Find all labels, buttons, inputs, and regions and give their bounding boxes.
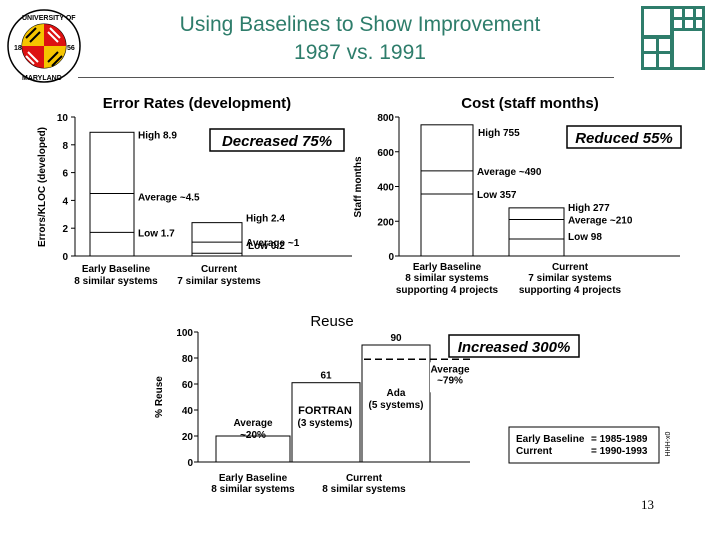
bar-value-label: 90	[390, 333, 402, 344]
bar-name-label: FORTRAN	[298, 405, 352, 417]
bar-sub-label: (3 systems)	[297, 418, 352, 429]
range-bar-1	[508, 207, 565, 257]
category-sub-label: supporting 4 projects	[396, 285, 499, 296]
category-label: Current	[552, 262, 589, 273]
svg-text:UNIVERSITY OF: UNIVERSITY OF	[22, 15, 76, 22]
category-label: Current	[346, 473, 383, 484]
chart-title: Cost (staff months)	[461, 95, 599, 112]
y-tick-label: 200	[377, 217, 394, 228]
low-label: Low 357	[477, 190, 517, 201]
bar-sub-label: (5 systems)	[368, 400, 423, 411]
current-bar-fortran	[291, 382, 361, 463]
average-label: Average ~490	[477, 167, 542, 178]
range-bar-1	[191, 222, 243, 257]
y-tick-label: 0	[62, 252, 68, 263]
average-label: Average ~4.5	[138, 192, 200, 203]
category-sub-label: 8 similar systems	[405, 273, 489, 284]
high-label: High 277	[568, 203, 610, 214]
average-label: Average	[233, 418, 273, 429]
chart-title: Reuse	[310, 313, 353, 330]
svg-text:18: 18	[14, 45, 22, 52]
legend-label: Current	[516, 446, 553, 457]
legend-value: = 1985-1989	[591, 434, 648, 445]
y-tick-label: 800	[377, 113, 394, 124]
average-label-bg	[430, 362, 472, 393]
annotation-box	[209, 128, 345, 152]
slide-title-line1: Using Baselines to Show Improvement	[179, 13, 541, 36]
y-tick-label: 10	[57, 113, 69, 124]
category-label: Early Baseline	[82, 264, 151, 275]
annotation-box	[566, 125, 682, 149]
annotation-text: Increased 300%	[458, 339, 571, 356]
y-tick-label: 20	[182, 432, 194, 443]
current-bar-ada	[361, 344, 431, 463]
legend-value: = 1990-1993	[591, 446, 648, 457]
high-label: High 755	[478, 128, 520, 139]
maryland-flag-emblem	[22, 24, 66, 68]
y-tick-label: 6	[62, 169, 68, 180]
low-label: Low 0.2	[248, 241, 285, 252]
category-label: Current	[201, 264, 238, 275]
category-sub-label: 7 similar systems	[528, 273, 612, 284]
early-baseline-bar	[215, 435, 291, 463]
y-tick-label: 2	[62, 224, 68, 235]
average-label: Average ~1	[246, 238, 300, 249]
high-label: High 8.9	[138, 130, 177, 141]
y-axis-label: Errors/KLOC (developed)	[37, 127, 48, 247]
y-tick-label: 600	[377, 148, 394, 159]
y-tick-label: 8	[62, 141, 68, 152]
high-label: High 2.4	[246, 214, 285, 225]
category-sub-label: 7 similar systems	[177, 276, 261, 287]
y-tick-label: 0	[187, 458, 193, 469]
bar-value-label: 61	[320, 371, 332, 382]
chart-title: Error Rates (development)	[103, 95, 291, 112]
category-label: Early Baseline	[219, 473, 288, 484]
legend-box	[508, 426, 660, 464]
average-label: Average	[430, 364, 470, 375]
y-tick-label: 60	[182, 380, 194, 391]
y-tick-label: 100	[176, 328, 193, 339]
y-axis-label: % Reuse	[154, 376, 165, 418]
annotation-text: Reduced 55%	[575, 130, 673, 147]
y-tick-label: 40	[182, 406, 194, 417]
category-sub-label: 8 similar systems	[211, 484, 295, 495]
y-tick-label: 0	[388, 252, 394, 263]
side-code: HHH-x0	[665, 431, 672, 456]
average-label: ~20%	[240, 430, 266, 441]
low-label: Low 1.7	[138, 228, 175, 239]
page-number: 13	[641, 497, 654, 512]
y-axis-label: Staff months	[353, 156, 364, 218]
category-sub-label: 8 similar systems	[322, 484, 406, 495]
grid-logo	[641, 6, 705, 70]
range-bar-0	[420, 124, 474, 257]
university-of-maryland-seal: 18 56 UNIVERSITY OF MARYLAND	[7, 9, 81, 83]
average-label: ~79%	[437, 375, 463, 386]
range-bar-0	[89, 131, 135, 257]
category-sub-label: supporting 4 projects	[519, 285, 622, 296]
title-divider	[78, 77, 614, 78]
svg-text:56: 56	[67, 45, 75, 52]
y-tick-label: 80	[182, 354, 194, 365]
y-tick-label: 400	[377, 183, 394, 194]
y-tick-label: 4	[62, 196, 68, 207]
annotation-text: Decreased 75%	[222, 133, 332, 150]
legend-label: Early Baseline	[516, 434, 585, 445]
average-label: Average ~210	[568, 216, 633, 227]
slide-title-line2: 1987 vs. 1991	[294, 41, 426, 64]
bar-name-label: Ada	[387, 388, 406, 399]
category-sub-label: 8 similar systems	[74, 276, 158, 287]
svg-text:MARYLAND: MARYLAND	[22, 75, 62, 82]
low-label: Low 98	[568, 232, 602, 243]
annotation-box	[448, 334, 580, 358]
category-label: Early Baseline	[413, 262, 482, 273]
